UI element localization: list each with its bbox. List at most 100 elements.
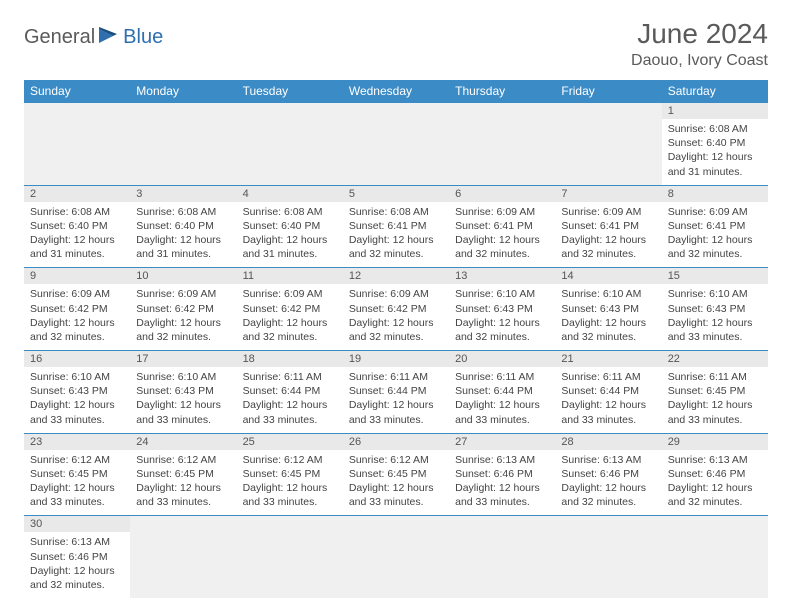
sunset-line: Sunset: 6:44 PM [243, 384, 337, 398]
sunrise-line: Sunrise: 6:08 AM [30, 205, 124, 219]
sunrise-line: Sunrise: 6:12 AM [349, 453, 443, 467]
calendar-day-cell: 24Sunrise: 6:12 AMSunset: 6:45 PMDayligh… [130, 433, 236, 516]
sunrise-line: Sunrise: 6:10 AM [30, 370, 124, 384]
calendar-table: SundayMondayTuesdayWednesdayThursdayFrid… [24, 80, 768, 598]
daylight-line: Daylight: 12 hours and 32 minutes. [136, 316, 230, 344]
day-number: 14 [555, 268, 661, 284]
calendar-day-cell: 12 Sunrise: 6:09 AMSunset: 6:42 PMDayligh… [343, 268, 449, 351]
day-details: Sunrise: 6:09 AMSunset: 6:42 PMDaylight:… [349, 287, 443, 344]
sunrise-line: Sunrise: 6:09 AM [243, 287, 337, 301]
calendar-empty-cell [449, 103, 555, 186]
sunset-line: Sunset: 6:43 PM [561, 302, 655, 316]
sunrise-line: Sunrise: 6:10 AM [455, 287, 549, 301]
daylight-line: Daylight: 12 hours and 33 minutes. [455, 481, 549, 509]
calendar-day-cell: 5Sunrise: 6:08 AMSunset: 6:41 PMDaylight… [343, 185, 449, 268]
daylight-line: Daylight: 12 hours and 32 minutes. [349, 233, 443, 261]
title-block: June 2024 Daouo, Ivory Coast [631, 18, 768, 70]
sunset-line: Sunset: 6:46 PM [30, 550, 124, 564]
day-details: Sunrise: 6:11 AMSunset: 6:44 PMDaylight:… [349, 370, 443, 427]
calendar-week-row: 9Sunrise: 6:09 AMSunset: 6:42 PMDaylight… [24, 268, 768, 351]
day-number: 15 [662, 268, 768, 284]
calendar-day-cell: 27Sunrise: 6:13 AMSunset: 6:46 PMDayligh… [449, 433, 555, 516]
sunset-line: Sunset: 6:45 PM [243, 467, 337, 481]
sunset-line: Sunset: 6:43 PM [668, 302, 762, 316]
day-number: 27 [449, 434, 555, 450]
day-number: 12 [343, 268, 449, 284]
calendar-empty-cell [237, 103, 343, 186]
day-details: Sunrise: 6:10 AMSunset: 6:43 PMDaylight:… [136, 370, 230, 427]
sunrise-line: Sunrise: 6:08 AM [668, 122, 762, 136]
daylight-line: Daylight: 12 hours and 33 minutes. [455, 398, 549, 426]
sunset-line: Sunset: 6:45 PM [349, 467, 443, 481]
sunset-line: Sunset: 6:41 PM [455, 219, 549, 233]
sunset-line: Sunset: 6:41 PM [668, 219, 762, 233]
calendar-empty-cell [662, 516, 768, 598]
sunrise-line: Sunrise: 6:10 AM [136, 370, 230, 384]
day-details: Sunrise: 6:08 AMSunset: 6:40 PMDaylight:… [668, 122, 762, 179]
day-details: Sunrise: 6:11 AMSunset: 6:44 PMDaylight:… [455, 370, 549, 427]
daylight-line: Daylight: 12 hours and 33 minutes. [136, 398, 230, 426]
calendar-empty-cell [343, 516, 449, 598]
calendar-day-cell: 8Sunrise: 6:09 AMSunset: 6:41 PMDaylight… [662, 185, 768, 268]
calendar-day-cell: 15Sunrise: 6:10 AMSunset: 6:43 PMDayligh… [662, 268, 768, 351]
calendar-day-cell: 28Sunrise: 6:13 AMSunset: 6:46 PMDayligh… [555, 433, 661, 516]
daylight-line: Daylight: 12 hours and 32 minutes. [668, 233, 762, 261]
sunrise-line: Sunrise: 6:08 AM [243, 205, 337, 219]
sunrise-line: Sunrise: 6:08 AM [136, 205, 230, 219]
logo-text-blue: Blue [123, 26, 163, 49]
daylight-line: Daylight: 12 hours and 32 minutes. [561, 316, 655, 344]
daylight-line: Daylight: 12 hours and 33 minutes. [243, 481, 337, 509]
calendar-day-cell: 23Sunrise: 6:12 AMSunset: 6:45 PMDayligh… [24, 433, 130, 516]
sunset-line: Sunset: 6:43 PM [136, 384, 230, 398]
calendar-day-cell: 6Sunrise: 6:09 AMSunset: 6:41 PMDaylight… [449, 185, 555, 268]
daylight-line: Daylight: 12 hours and 32 minutes. [30, 316, 124, 344]
sunrise-line: Sunrise: 6:09 AM [136, 287, 230, 301]
calendar-week-row: 1Sunrise: 6:08 AMSunset: 6:40 PMDaylight… [24, 103, 768, 186]
day-number: 19 [343, 351, 449, 367]
calendar-day-cell: 14Sunrise: 6:10 AMSunset: 6:43 PMDayligh… [555, 268, 661, 351]
sunset-line: Sunset: 6:44 PM [455, 384, 549, 398]
calendar-day-cell: 19 Sunrise: 6:11 AMSunset: 6:44 PMDayligh… [343, 351, 449, 434]
logo: General Blue [24, 26, 163, 49]
day-details: Sunrise: 6:11 AMSunset: 6:44 PMDaylight:… [561, 370, 655, 427]
sunrise-line: Sunrise: 6:12 AM [30, 453, 124, 467]
daylight-line: Daylight: 12 hours and 31 minutes. [668, 150, 762, 178]
sunrise-line: Sunrise: 6:13 AM [668, 453, 762, 467]
calendar-empty-cell [555, 103, 661, 186]
day-details: Sunrise: 6:09 AMSunset: 6:42 PMDaylight:… [243, 287, 337, 344]
day-number: 2 [24, 186, 130, 202]
day-number: 18 [237, 351, 343, 367]
calendar-week-row: 30Sunrise: 6:13 AMSunset: 6:46 PMDayligh… [24, 516, 768, 598]
daylight-line: Daylight: 12 hours and 33 minutes. [243, 398, 337, 426]
day-details: Sunrise: 6:08 AMSunset: 6:41 PMDaylight:… [349, 205, 443, 262]
sunrise-line: Sunrise: 6:11 AM [349, 370, 443, 384]
calendar-day-cell: 26Sunrise: 6:12 AMSunset: 6:45 PMDayligh… [343, 433, 449, 516]
day-details: Sunrise: 6:12 AMSunset: 6:45 PMDaylight:… [349, 453, 443, 510]
sunset-line: Sunset: 6:44 PM [349, 384, 443, 398]
day-details: Sunrise: 6:08 AMSunset: 6:40 PMDaylight:… [136, 205, 230, 262]
daylight-line: Daylight: 12 hours and 32 minutes. [30, 564, 124, 592]
day-number: 25 [237, 434, 343, 450]
daylight-line: Daylight: 12 hours and 32 minutes. [561, 481, 655, 509]
day-number: 4 [237, 186, 343, 202]
day-details: Sunrise: 6:11 AMSunset: 6:44 PMDaylight:… [243, 370, 337, 427]
day-details: Sunrise: 6:09 AMSunset: 6:42 PMDaylight:… [30, 287, 124, 344]
calendar-day-cell: 22Sunrise: 6:11 AMSunset: 6:45 PMDayligh… [662, 351, 768, 434]
sunrise-line: Sunrise: 6:11 AM [243, 370, 337, 384]
sunset-line: Sunset: 6:45 PM [668, 384, 762, 398]
daylight-line: Daylight: 12 hours and 32 minutes. [349, 316, 443, 344]
calendar-empty-cell [449, 516, 555, 598]
day-number: 20 [449, 351, 555, 367]
day-details: Sunrise: 6:09 AMSunset: 6:41 PMDaylight:… [455, 205, 549, 262]
weekday-header: Friday [555, 80, 661, 103]
day-number: 30 [24, 516, 130, 532]
day-number: 17 [130, 351, 236, 367]
header: General Blue June 2024 Daouo, Ivory Coas… [24, 18, 768, 70]
sunrise-line: Sunrise: 6:08 AM [349, 205, 443, 219]
sunrise-line: Sunrise: 6:13 AM [455, 453, 549, 467]
daylight-line: Daylight: 12 hours and 32 minutes. [243, 316, 337, 344]
sunset-line: Sunset: 6:40 PM [243, 219, 337, 233]
calendar-day-cell: 29Sunrise: 6:13 AMSunset: 6:46 PMDayligh… [662, 433, 768, 516]
day-details: Sunrise: 6:11 AMSunset: 6:45 PMDaylight:… [668, 370, 762, 427]
daylight-line: Daylight: 12 hours and 32 minutes. [455, 233, 549, 261]
